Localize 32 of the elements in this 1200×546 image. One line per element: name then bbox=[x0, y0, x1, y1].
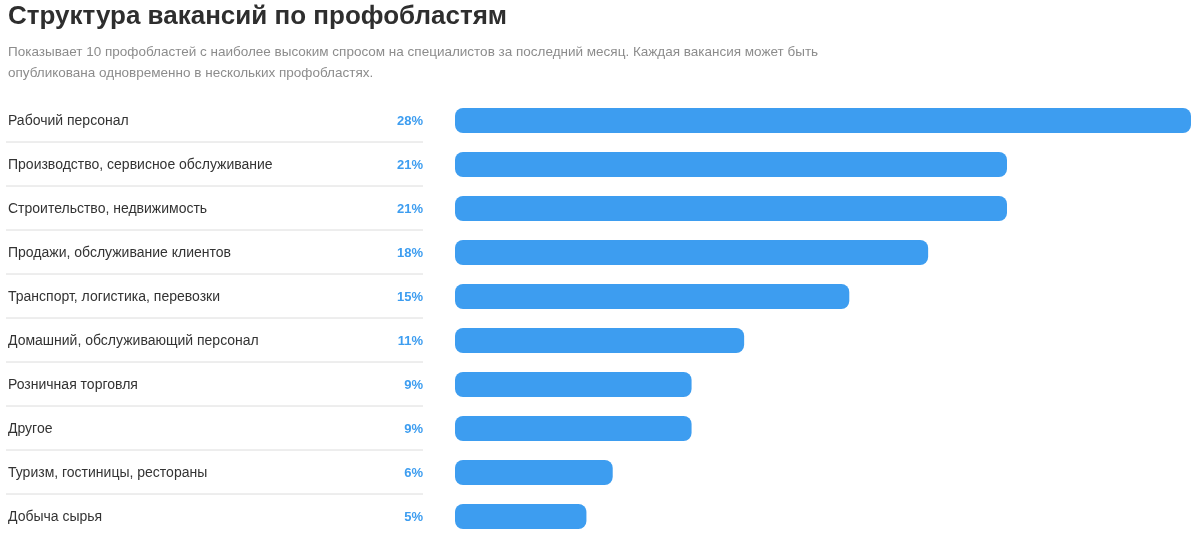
y-tick-label: Производство, сервисное обслуживание bbox=[8, 155, 273, 172]
y-tick-label: Розничная торговля bbox=[8, 375, 138, 392]
data-label: 11% bbox=[397, 333, 424, 349]
y-tick-label: Домашний, обслуживающий персонал bbox=[8, 331, 259, 348]
data-label: 5% bbox=[404, 509, 424, 525]
bar bbox=[455, 372, 692, 397]
bar bbox=[455, 504, 587, 529]
bar bbox=[455, 152, 1007, 177]
data-label: 28% bbox=[396, 113, 424, 129]
y-tick-label: Другое bbox=[8, 419, 53, 436]
chart-title: Структура вакансий по профобластям bbox=[8, 0, 508, 32]
y-tick-label: Транспорт, логистика, перевозки bbox=[8, 287, 221, 304]
bar bbox=[455, 108, 1191, 133]
data-label: 9% bbox=[404, 421, 424, 437]
y-tick-label: Строительство, недвижимость bbox=[8, 199, 208, 216]
bar bbox=[455, 460, 613, 485]
data-label: 18% bbox=[396, 245, 424, 261]
bar bbox=[455, 328, 745, 353]
data-label: 9% bbox=[404, 377, 424, 393]
y-tick-label: Туризм, гостиницы, рестораны bbox=[8, 463, 208, 480]
bar bbox=[455, 416, 692, 441]
y-tick-label: Продажи, обслуживание клиентов bbox=[8, 243, 231, 260]
data-label: 21% bbox=[396, 201, 424, 217]
data-label: 21% bbox=[396, 157, 424, 173]
bar bbox=[455, 196, 1007, 221]
data-label: 15% bbox=[396, 289, 424, 305]
chart-subtitle: Показывает 10 профобластей с наиболее высоким спросом на специалистов за последний месяц. Каждая вакансия может быть опубликована одновременно в нескольких профобластях. bbox=[8, 43, 820, 82]
bar bbox=[455, 240, 929, 265]
bar bbox=[455, 284, 850, 309]
data-label: 6% bbox=[404, 465, 424, 481]
y-tick-label: Добыча сырья bbox=[8, 507, 103, 524]
y-tick-label: Рабочий персонал bbox=[8, 111, 129, 128]
